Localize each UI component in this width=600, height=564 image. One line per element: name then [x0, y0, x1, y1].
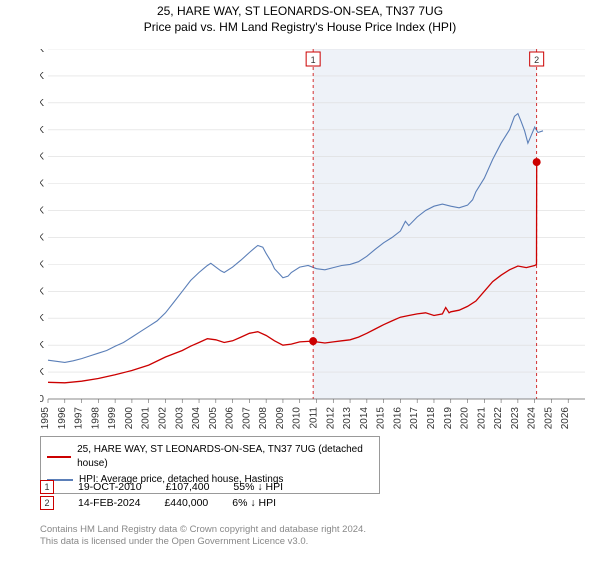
svg-text:2020: 2020 [460, 407, 471, 429]
svg-text:1999: 1999 [107, 407, 118, 429]
svg-text:2005: 2005 [208, 407, 219, 429]
marker-number-box: 1 [40, 480, 54, 494]
chart-subtitle: Price paid vs. HM Land Registry's House … [0, 20, 600, 34]
svg-text:2001: 2001 [141, 407, 152, 429]
chart-plot-area: £0 £50K £100K £150K £200K £250K £300K £350K £400… [40, 49, 585, 429]
svg-text:2017: 2017 [409, 407, 420, 429]
svg-text:£600K: £600K [40, 71, 44, 82]
svg-text:2006: 2006 [225, 407, 236, 429]
legend-swatch [47, 456, 71, 458]
marker-row: 2 14-FEB-2024 £440,000 6% ↓ HPI [40, 496, 283, 510]
svg-text:£400K: £400K [40, 179, 44, 190]
svg-text:£200K: £200K [40, 286, 44, 297]
chart-container: 25, HARE WAY, ST LEONARDS-ON-SEA, TN37 7… [0, 4, 600, 564]
svg-text:2009: 2009 [275, 407, 286, 429]
legend-label: 25, HARE WAY, ST LEONARDS-ON-SEA, TN37 7… [77, 443, 373, 471]
svg-text:2007: 2007 [241, 407, 252, 429]
svg-text:2008: 2008 [258, 407, 269, 429]
svg-text:£350K: £350K [40, 206, 44, 217]
svg-text:1998: 1998 [90, 407, 101, 429]
svg-text:2015: 2015 [376, 407, 387, 429]
svg-text:£100K: £100K [40, 340, 44, 351]
marker-table: 1 19-OCT-2010 £107,400 55% ↓ HPI 2 14-FEB-202… [40, 478, 283, 512]
svg-text:2023: 2023 [510, 407, 521, 429]
svg-text:2019: 2019 [443, 407, 454, 429]
svg-text:£50K: £50K [40, 367, 44, 378]
legend-item: 25, HARE WAY, ST LEONARDS-ON-SEA, TN37 7… [47, 443, 373, 471]
svg-text:2012: 2012 [325, 407, 336, 429]
svg-text:1995: 1995 [40, 407, 51, 429]
svg-text:2026: 2026 [560, 407, 571, 429]
svg-text:£550K: £550K [40, 98, 44, 109]
credits-line2: This data is licensed under the Open Gov… [40, 536, 366, 548]
svg-text:£450K: £450K [40, 152, 44, 163]
marker-price: £107,400 [166, 481, 210, 493]
svg-text:1996: 1996 [57, 407, 68, 429]
marker-diff: 6% ↓ HPI [232, 497, 276, 509]
svg-text:2018: 2018 [426, 407, 437, 429]
credits: Contains HM Land Registry data © Crown c… [40, 524, 366, 549]
svg-text:£0: £0 [40, 394, 44, 405]
chart-svg: £0 £50K £100K £150K £200K £250K £300K £350K £400… [40, 49, 585, 429]
svg-text:2004: 2004 [191, 407, 202, 429]
svg-text:2002: 2002 [157, 407, 168, 429]
marker-price: £440,000 [164, 497, 208, 509]
svg-text:£500K: £500K [40, 125, 44, 136]
svg-text:2016: 2016 [392, 407, 403, 429]
credits-line1: Contains HM Land Registry data © Crown c… [40, 524, 366, 536]
marker-number-box: 2 [40, 496, 54, 510]
svg-text:2010: 2010 [292, 407, 303, 429]
svg-text:£300K: £300K [40, 232, 44, 243]
svg-text:2011: 2011 [309, 407, 320, 429]
svg-text:2000: 2000 [124, 407, 135, 429]
svg-text:2014: 2014 [359, 407, 370, 429]
svg-text:2003: 2003 [174, 407, 185, 429]
marker-diff: 55% ↓ HPI [233, 481, 283, 493]
svg-text:2021: 2021 [476, 407, 487, 429]
svg-text:1997: 1997 [74, 407, 85, 429]
svg-text:£150K: £150K [40, 313, 44, 324]
svg-text:1: 1 [311, 55, 316, 65]
svg-text:£650K: £650K [40, 49, 44, 55]
marker-row: 1 19-OCT-2010 £107,400 55% ↓ HPI [40, 480, 283, 494]
svg-text:£250K: £250K [40, 259, 44, 270]
svg-text:2: 2 [534, 55, 539, 65]
svg-text:2022: 2022 [493, 407, 504, 429]
svg-text:2013: 2013 [342, 407, 353, 429]
marker-date: 14-FEB-2024 [78, 497, 140, 509]
chart-title: 25, HARE WAY, ST LEONARDS-ON-SEA, TN37 7… [0, 4, 600, 18]
marker-date: 19-OCT-2010 [78, 481, 142, 493]
svg-text:2024: 2024 [527, 407, 538, 429]
svg-text:2025: 2025 [543, 407, 554, 429]
